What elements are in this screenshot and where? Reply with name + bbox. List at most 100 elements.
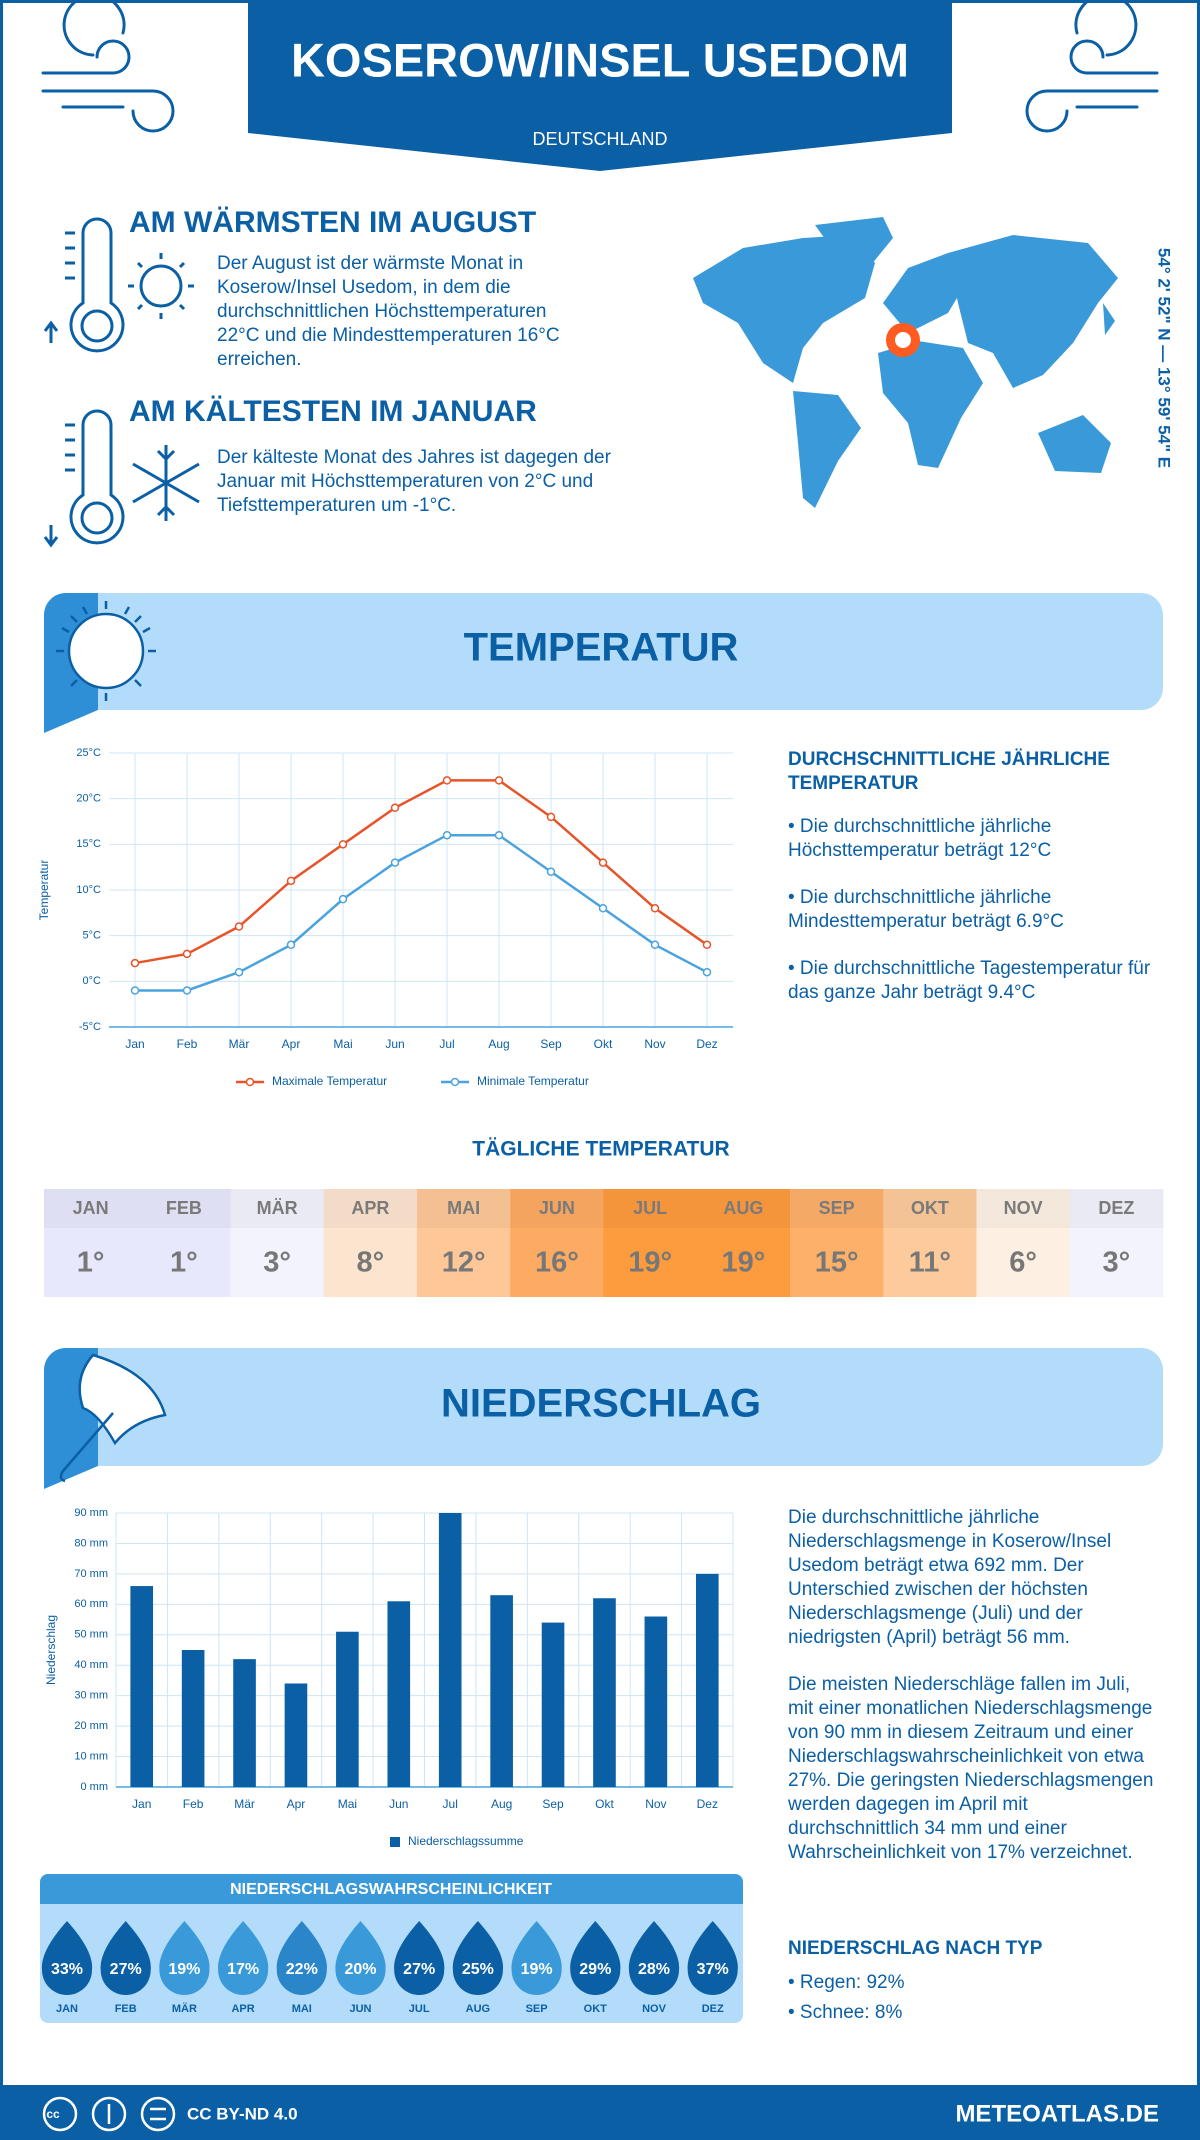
y-tick-label: -5°C xyxy=(79,1021,101,1033)
probability-drop xyxy=(570,1921,621,1995)
probability-drop xyxy=(687,1921,738,1995)
temperature-cell xyxy=(883,1189,977,1297)
temperature-value: 12° xyxy=(442,1247,486,1279)
x-tick-label: Jun xyxy=(385,1037,404,1051)
temperature-cell xyxy=(1069,1189,1164,1297)
point xyxy=(390,858,400,867)
temperature-value: 3° xyxy=(263,1247,291,1279)
probability-month: AUG xyxy=(466,2003,490,2015)
point xyxy=(182,949,192,959)
probability-month: JUL xyxy=(409,2003,430,2015)
point xyxy=(234,967,244,977)
point xyxy=(598,858,608,867)
month-label: NOV xyxy=(1004,1198,1043,1218)
month-label: JAN xyxy=(73,1198,109,1218)
x-tick-label: Mai xyxy=(333,1037,352,1051)
point xyxy=(650,904,660,913)
month-label: APR xyxy=(351,1198,389,1218)
y-tick-label: 0 mm xyxy=(81,1781,109,1793)
x-tick-label: Jun xyxy=(389,1797,408,1811)
type-title: NIEDERSCHLAG NACH TYP xyxy=(788,1938,1043,1959)
y-tick-label: 30 mm xyxy=(74,1690,108,1702)
type-item: • Regen: 92% xyxy=(788,1972,905,1993)
point xyxy=(546,867,556,876)
temperature-cell xyxy=(230,1189,325,1297)
probability-value: 17% xyxy=(227,1961,259,1978)
temperature-value: 1° xyxy=(170,1247,198,1279)
thermometer-icon xyxy=(43,217,194,353)
point xyxy=(650,940,660,950)
site-name: METEOATLAS.DE xyxy=(955,2100,1159,2127)
probability-header xyxy=(40,1874,743,1904)
probability-drop xyxy=(41,1921,93,1995)
y-tick-label: 90 mm xyxy=(74,1507,108,1519)
bar xyxy=(695,1573,719,1787)
x-tick-label: Sep xyxy=(542,1797,564,1811)
probability-month: OKT xyxy=(584,2003,608,2015)
probability-month: DEZ xyxy=(702,2003,724,2015)
bullet: • Die durchschnittliche jährliche Mindes… xyxy=(788,887,1064,932)
y-axis-label: Niederschlag xyxy=(44,1615,58,1685)
temperature-cell xyxy=(976,1189,1071,1297)
bar xyxy=(130,1586,154,1787)
x-tick-label: Aug xyxy=(491,1797,512,1811)
point xyxy=(130,986,140,995)
probability-value: 33% xyxy=(51,1961,83,1978)
sun-icon xyxy=(56,601,156,701)
point xyxy=(494,830,504,840)
temperature-cell xyxy=(696,1189,791,1297)
month-label: SEP xyxy=(819,1198,855,1218)
footer-bar xyxy=(3,2085,1197,2140)
point xyxy=(338,894,348,904)
probability-drop xyxy=(452,1921,504,1996)
precipitation-paragraph: Die meisten Niederschläge fallen im Juli… xyxy=(788,1674,1154,1863)
point xyxy=(286,876,296,886)
probability-month: SEP xyxy=(526,2003,548,2015)
probability-value: 28% xyxy=(638,1961,670,1978)
line xyxy=(135,833,708,992)
bar xyxy=(181,1650,205,1787)
x-tick-label: Jan xyxy=(125,1037,144,1051)
x-tick-label: Dez xyxy=(696,1037,717,1051)
temperature-cell xyxy=(790,1189,884,1297)
point xyxy=(494,776,504,785)
month-label: JUN xyxy=(539,1198,575,1218)
umbrella-icon xyxy=(59,1353,167,1483)
x-tick-label: Sep xyxy=(540,1037,562,1051)
probability-value: 25% xyxy=(462,1961,494,1978)
wind-icon xyxy=(1025,3,1159,133)
y-tick-label: 10 mm xyxy=(74,1750,108,1762)
header-banner xyxy=(248,3,952,171)
x-tick-label: Okt xyxy=(595,1797,614,1811)
bar xyxy=(387,1601,411,1787)
temperature-cell xyxy=(44,1189,138,1297)
legend-marker xyxy=(245,1077,255,1087)
probability-drop xyxy=(217,1921,269,1995)
temperature-cell xyxy=(323,1189,418,1297)
probability-value: 19% xyxy=(168,1961,200,1978)
point xyxy=(390,803,400,813)
license: CC BY-ND 4.0 xyxy=(187,2104,298,2123)
probability-drop xyxy=(159,1921,210,1995)
license-icons xyxy=(42,2096,176,2132)
warmest-title: AM WÄRMSTEN IM AUGUST xyxy=(129,206,536,239)
month-label: MÄR xyxy=(257,1198,298,1218)
probability-value: 20% xyxy=(344,1961,376,1978)
y-tick-label: 60 mm xyxy=(74,1598,108,1610)
coldest-text: Der kälteste Monat des Jahres ist dagege… xyxy=(217,447,611,516)
temperature-value: 3° xyxy=(1103,1247,1131,1279)
legend-marker xyxy=(390,1837,400,1847)
probability-value: 22% xyxy=(286,1961,318,1978)
month-label: FEB xyxy=(166,1198,202,1218)
temperature-value: 1° xyxy=(77,1247,105,1279)
point xyxy=(442,776,452,785)
probability-value: 37% xyxy=(697,1961,729,1978)
x-tick-label: Jul xyxy=(439,1037,454,1051)
thermometer-icon xyxy=(43,409,200,548)
coordinates: 54° 2' 52" N — 13° 59' 54" E xyxy=(1155,248,1174,468)
artwork: KOSEROW/INSEL USEDOM DEUTSCHLAND AM WÄRM… xyxy=(3,3,1197,2140)
legend-label: Niederschlagssumme xyxy=(408,1834,524,1848)
month-label: AUG xyxy=(723,1198,763,1218)
legend-label: Minimale Temperatur xyxy=(477,1074,589,1088)
probability-value: 27% xyxy=(403,1961,435,1978)
